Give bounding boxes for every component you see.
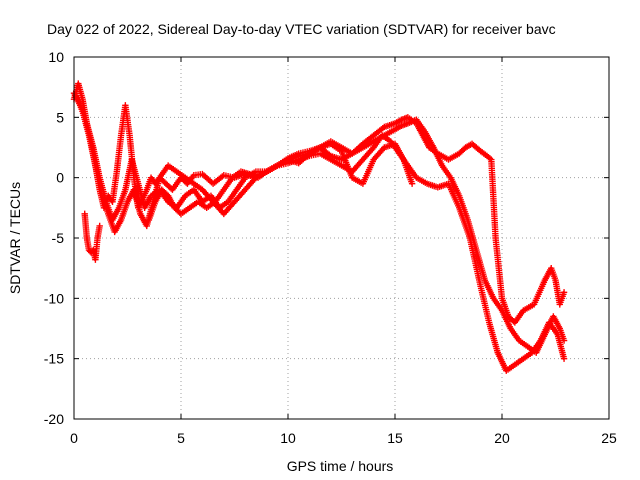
series-track-4 <box>81 210 103 263</box>
data-series <box>70 80 568 374</box>
axis-ticks: 0 5 10 15 20 25 10 5 0 -5 -10 -15 -20 <box>44 49 617 446</box>
x-tick-label: 20 <box>494 430 510 446</box>
data-point <box>560 355 568 362</box>
plot-frame <box>73 56 610 420</box>
x-tick-label: 25 <box>601 430 617 446</box>
y-axis-label: SDTVAR / TECUs <box>7 182 23 294</box>
x-tick-label: 0 <box>70 430 78 446</box>
y-tick-label: 0 <box>56 170 64 186</box>
chart-title: Day 022 of 2022, Sidereal Day-to-day VTE… <box>47 21 556 37</box>
y-tick-label: -15 <box>44 351 64 367</box>
data-point <box>408 180 416 187</box>
x-tick-label: 15 <box>387 430 403 446</box>
x-axis-label: GPS time / hours <box>287 458 394 474</box>
y-tick-label: 10 <box>48 49 64 65</box>
series-track-5 <box>145 140 416 224</box>
x-tick-label: 10 <box>280 430 296 446</box>
data-point-dense <box>486 155 494 162</box>
grid-lines <box>74 57 609 419</box>
data-point <box>560 289 568 296</box>
x-tick-label: 5 <box>177 430 185 446</box>
data-point <box>96 222 103 230</box>
y-tick-label: -5 <box>52 230 65 246</box>
y-tick-label: -10 <box>44 290 64 306</box>
y-tick-label: 5 <box>56 109 64 125</box>
y-tick-label: -20 <box>44 411 64 427</box>
